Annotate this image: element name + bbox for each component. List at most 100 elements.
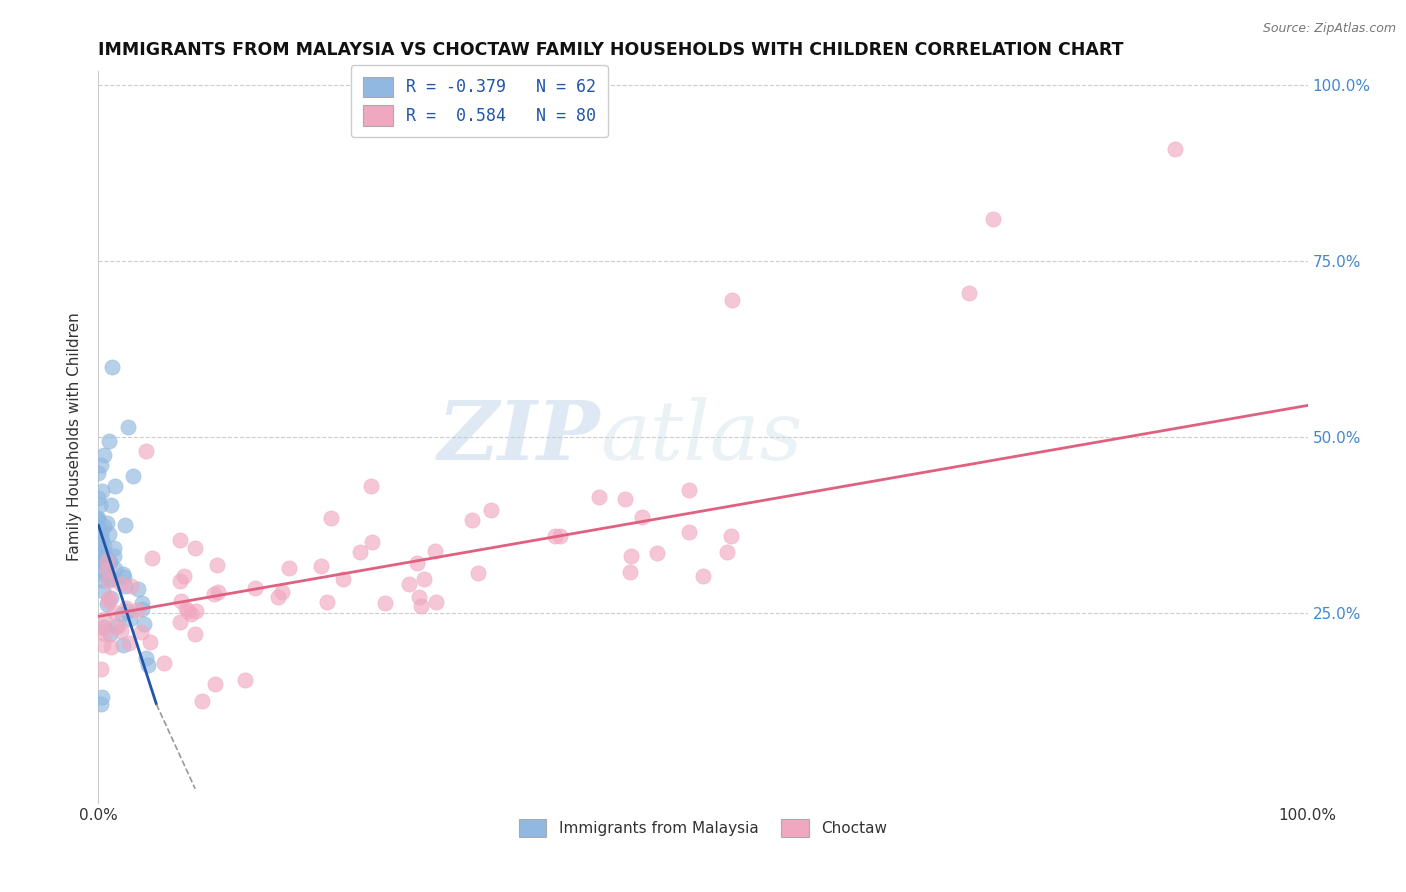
Point [98, 591, 121, 606]
Point [117, 419, 139, 434]
Point [141, 551, 163, 566]
Point [678, 483, 700, 497]
Point [103, 549, 125, 563]
Point [122, 468, 145, 483]
Point [87, 513, 110, 527]
Point [202, 587, 225, 601]
Point [90, 458, 112, 473]
Point [360, 535, 382, 549]
Point [408, 590, 430, 604]
Point [104, 619, 127, 633]
Point [544, 529, 567, 543]
Point [360, 479, 382, 493]
Point [467, 566, 489, 581]
Point [89, 498, 111, 512]
Point [100, 640, 122, 654]
Point [136, 658, 159, 673]
Point [135, 444, 157, 458]
Point [205, 558, 228, 572]
Point [692, 569, 714, 583]
Point [100, 359, 122, 374]
Point [957, 285, 980, 300]
Point [270, 584, 292, 599]
Text: IMMIGRANTS FROM MALAYSIA VS CHOCTAW FAMILY HOUSEHOLDS WITH CHILDREN CORRELATION : IMMIGRANTS FROM MALAYSIA VS CHOCTAW FAMI… [98, 41, 1123, 59]
Point [87, 550, 110, 565]
Point [1163, 142, 1185, 156]
Point [125, 603, 148, 617]
Point [550, 529, 572, 543]
Point [321, 511, 343, 525]
Point [115, 604, 138, 618]
Point [103, 541, 125, 556]
Point [96, 563, 118, 577]
Point [425, 594, 447, 608]
Point [173, 568, 195, 582]
Point [100, 591, 122, 606]
Point [981, 212, 1004, 227]
Point [90, 483, 112, 498]
Point [129, 624, 152, 639]
Point [183, 627, 205, 641]
Point [97, 527, 120, 541]
Point [87, 466, 110, 480]
Point [93, 583, 115, 598]
Point [101, 572, 124, 586]
Point [87, 513, 110, 527]
Point [90, 662, 112, 676]
Point [243, 581, 266, 595]
Text: Source: ZipAtlas.com: Source: ZipAtlas.com [1263, 22, 1396, 36]
Point [309, 558, 332, 573]
Point [90, 690, 112, 705]
Point [93, 539, 115, 553]
Point [100, 572, 122, 586]
Point [110, 607, 132, 621]
Point [118, 612, 141, 626]
Point [91, 639, 114, 653]
Point [97, 574, 120, 588]
Point [107, 618, 129, 632]
Point [111, 566, 134, 581]
Point [233, 673, 256, 687]
Point [98, 555, 121, 569]
Point [94, 627, 117, 641]
Point [186, 604, 208, 618]
Point [112, 570, 135, 584]
Point [89, 524, 111, 538]
Text: ZIP: ZIP [437, 397, 600, 477]
Point [619, 565, 641, 579]
Point [93, 612, 115, 626]
Point [100, 498, 122, 512]
Point [423, 544, 446, 558]
Point [97, 552, 120, 566]
Point [170, 594, 193, 608]
Point [184, 541, 207, 555]
Point [93, 448, 115, 462]
Point [349, 545, 371, 559]
Point [620, 549, 643, 563]
Point [110, 577, 132, 591]
Point [93, 620, 115, 634]
Point [139, 635, 162, 649]
Legend: Immigrants from Malaysia, Choctaw: Immigrants from Malaysia, Choctaw [510, 809, 896, 847]
Point [645, 546, 668, 560]
Point [117, 636, 139, 650]
Point [96, 597, 118, 611]
Point [207, 585, 229, 599]
Point [104, 479, 127, 493]
Point [131, 602, 153, 616]
Point [398, 577, 420, 591]
Point [406, 556, 429, 570]
Y-axis label: Family Households with Children: Family Households with Children [67, 313, 83, 561]
Point [411, 599, 433, 614]
Point [152, 656, 174, 670]
Point [176, 604, 198, 618]
Point [332, 572, 354, 586]
Point [131, 596, 153, 610]
Point [716, 545, 738, 559]
Point [87, 491, 110, 506]
Point [135, 651, 157, 665]
Point [98, 434, 121, 448]
Point [631, 509, 654, 524]
Point [121, 579, 143, 593]
Point [87, 511, 110, 525]
